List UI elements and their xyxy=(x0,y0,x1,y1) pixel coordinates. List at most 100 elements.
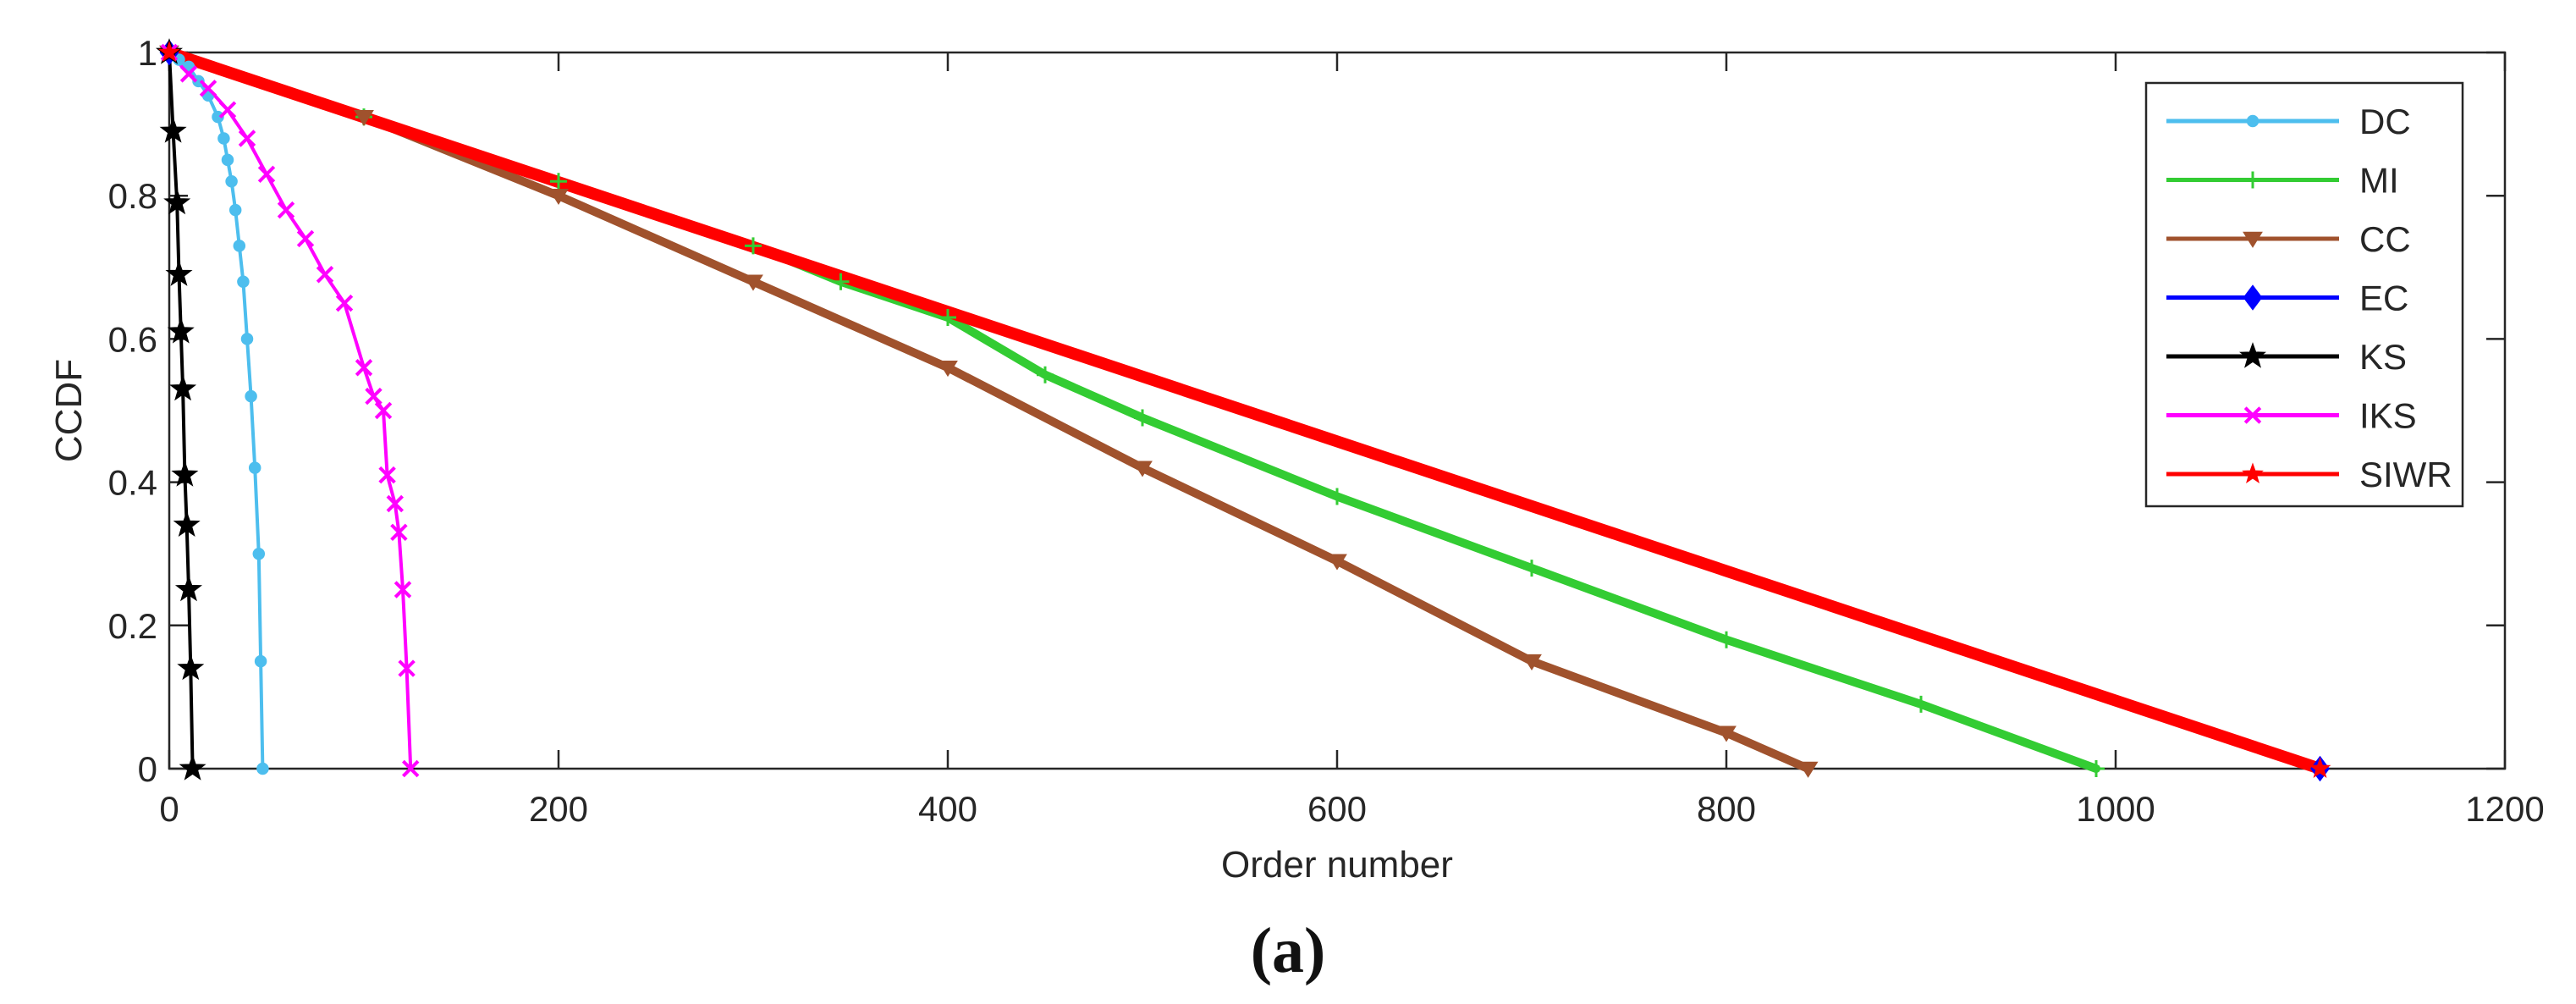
data-point-mi xyxy=(832,273,850,290)
data-point-cc xyxy=(938,361,958,378)
legend-label-dc: DC xyxy=(2359,102,2411,141)
legend-label-mi: MI xyxy=(2359,161,2399,201)
data-point-dc xyxy=(233,240,246,252)
data-point-siwr xyxy=(2309,757,2331,778)
data-point-iks xyxy=(378,466,396,484)
data-point-iks xyxy=(316,266,334,284)
legend-label-cc: CC xyxy=(2359,219,2411,259)
data-point-dc xyxy=(245,389,257,403)
legend-marker-cc xyxy=(2243,231,2263,248)
legend-marker-ks xyxy=(2238,342,2267,368)
data-point-cc xyxy=(354,109,374,126)
y-tick-label: 0.6 xyxy=(108,319,157,359)
x-axis-label: Order number xyxy=(1221,844,1453,885)
data-point-iks xyxy=(398,659,416,677)
data-point-mi xyxy=(1523,560,1540,577)
legend-label-iks: IKS xyxy=(2359,396,2417,436)
legend-marker-dc xyxy=(2246,114,2260,128)
data-point-iks xyxy=(374,401,393,420)
legend-label-siwr: SIWR xyxy=(2359,455,2452,494)
legend-label-ec: EC xyxy=(2359,279,2408,318)
data-point-mi xyxy=(1037,366,1054,383)
y-tick-label: 0.2 xyxy=(108,606,157,646)
data-point-mi xyxy=(745,237,762,255)
data-point-dc xyxy=(237,275,250,288)
x-tick-label: 0 xyxy=(159,789,179,829)
data-point-dc xyxy=(240,333,254,345)
x-tick-label: 1200 xyxy=(2465,789,2544,829)
data-point-dc xyxy=(217,132,230,145)
legend-label-ks: KS xyxy=(2359,337,2407,377)
data-point-iks xyxy=(355,359,373,377)
data-point-siwr xyxy=(158,41,180,62)
x-tick-label: 600 xyxy=(1307,789,1367,829)
data-point-ks xyxy=(165,260,193,286)
data-point-mi xyxy=(1329,488,1346,505)
data-point-dc xyxy=(192,74,205,88)
data-point-iks xyxy=(296,229,315,248)
data-point-cc xyxy=(1327,554,1347,571)
data-point-iks xyxy=(394,581,412,599)
legend-box xyxy=(2144,81,2464,508)
data-point-mi xyxy=(1134,409,1151,427)
x-tick-label: 1000 xyxy=(2076,789,2155,829)
data-point-iks xyxy=(335,294,354,312)
data-point-ks xyxy=(174,575,203,602)
data-point-dc xyxy=(248,461,261,474)
data-point-dc xyxy=(252,547,266,560)
data-point-cc xyxy=(1797,761,1819,778)
data-point-iks xyxy=(386,494,405,513)
legend: DC MI CC EC KS IKS SIWR xyxy=(2144,81,2464,508)
y-tick-label: 0 xyxy=(138,749,157,789)
plot-area xyxy=(168,51,2507,770)
data-point-iks xyxy=(390,523,408,542)
data-point-cc xyxy=(1132,461,1153,477)
data-point-ks xyxy=(173,510,201,537)
data-point-dc xyxy=(212,110,224,124)
legend-marker-mi xyxy=(2244,171,2261,189)
data-point-cc xyxy=(1522,654,1542,670)
data-point-iks xyxy=(257,165,276,184)
data-point-ks xyxy=(179,754,206,781)
legend-marker-siwr xyxy=(2242,462,2264,483)
x-tick-label: 800 xyxy=(1697,789,1756,829)
x-tick-label: 200 xyxy=(529,789,588,829)
y-tick-label: 0.4 xyxy=(108,463,157,503)
data-point-ks xyxy=(177,654,205,681)
data-point-iks xyxy=(238,130,256,147)
data-point-dc xyxy=(254,654,267,668)
data-point-iks xyxy=(365,387,383,405)
data-point-dc xyxy=(225,175,238,188)
data-point-ks xyxy=(169,374,197,401)
legend-marker-iks xyxy=(2243,406,2262,424)
data-point-cc xyxy=(548,189,569,206)
data-point-ks xyxy=(167,317,195,344)
data-point-mi xyxy=(939,309,956,327)
data-point-cc xyxy=(743,274,763,291)
data-point-iks xyxy=(218,101,237,119)
data-point-iks xyxy=(179,65,198,83)
data-point-iks xyxy=(199,80,217,97)
figure-caption: (a) xyxy=(1250,915,1326,986)
data-point-cc xyxy=(1716,725,1737,742)
data-point-ks xyxy=(171,461,199,487)
data-point-dc xyxy=(228,203,242,217)
legend-marker-ec xyxy=(2243,284,2263,311)
data-point-dc xyxy=(256,762,269,775)
y-tick-label: 1 xyxy=(138,33,157,73)
data-point-ks xyxy=(159,117,187,143)
data-point-dc xyxy=(221,153,234,167)
data-point-iks xyxy=(277,201,295,219)
x-tick-label: 400 xyxy=(918,789,977,829)
data-point-ks xyxy=(163,188,191,215)
data-point-mi xyxy=(1913,695,1929,713)
data-point-iks xyxy=(401,759,420,778)
data-point-mi xyxy=(2088,760,2105,777)
series-line-siwr xyxy=(163,47,2326,775)
data-point-mi xyxy=(1718,631,1735,648)
series-line-cc xyxy=(165,48,1813,773)
data-point-mi xyxy=(550,173,567,190)
y-axis-label: CCDF xyxy=(48,359,90,462)
y-tick-label: 0.8 xyxy=(108,176,157,216)
